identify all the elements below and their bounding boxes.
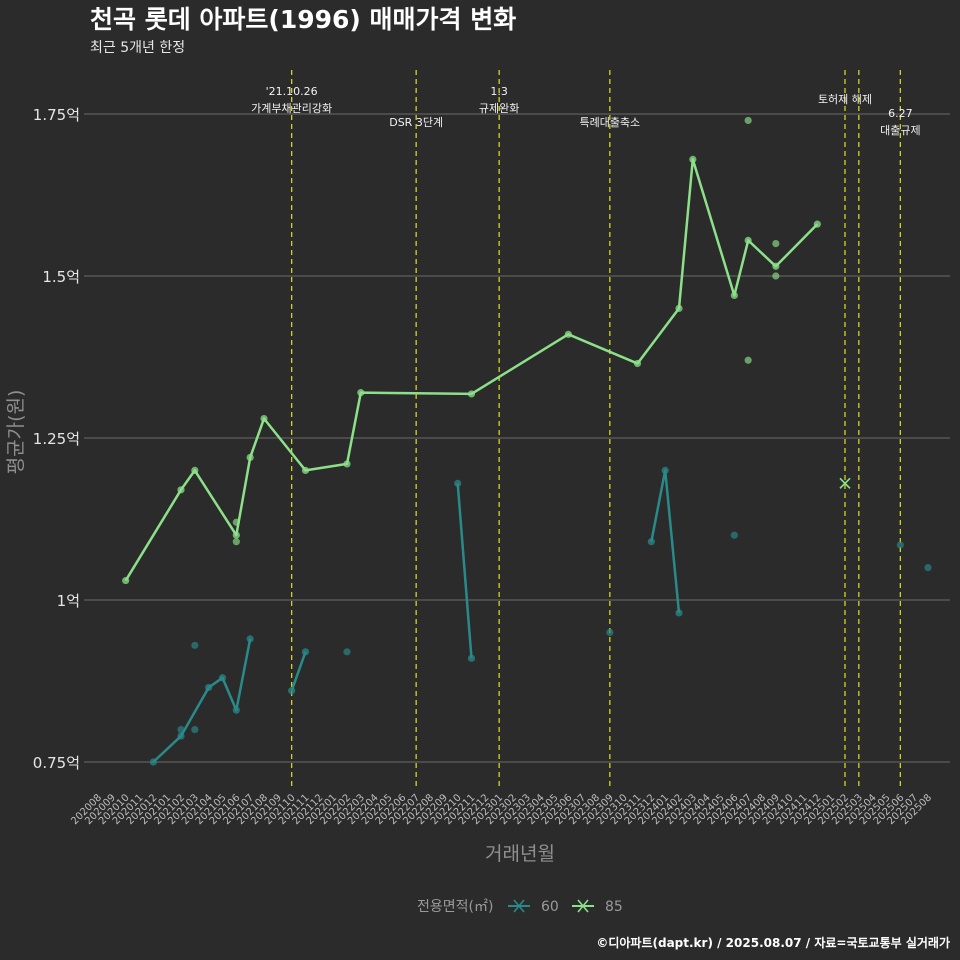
- y-tick-label: 1.25억: [33, 430, 80, 448]
- data-point-60: [647, 538, 655, 546]
- data-point-85: [467, 390, 476, 398]
- event-label: '21.10.26: [266, 85, 318, 98]
- data-point-60: [343, 648, 351, 656]
- data-point-85: [232, 518, 240, 526]
- data-point-60: [675, 609, 683, 617]
- data-point-85: [357, 389, 365, 397]
- y-tick-label: 1.5억: [42, 268, 80, 286]
- y-axis-ticks: 0.75억 1억 1.25억 1.5억 1.75억: [33, 106, 80, 772]
- data-point-85: [232, 531, 240, 539]
- data-point-85: [122, 576, 130, 585]
- data-point-85: [191, 466, 199, 474]
- data-point-60: [467, 654, 476, 662]
- data-point-60: [232, 706, 240, 714]
- legend-key-60: [513, 899, 525, 913]
- chart-title: 천곡 롯데 아파트(1996) 매매가격 변화: [90, 5, 516, 34]
- y-axis-title: 평균가(원): [5, 390, 27, 475]
- legend-title: 전용면적(㎡): [417, 899, 493, 915]
- data-point-85: [301, 466, 310, 474]
- cross-marker-85: [839, 477, 851, 489]
- data-point-60: [191, 726, 199, 734]
- grid-lines: [84, 113, 950, 763]
- data-point-85: [232, 538, 240, 546]
- x-axis-title: 거래년월: [485, 843, 555, 865]
- data-point-85: [772, 262, 780, 270]
- data-point-85: [689, 155, 697, 163]
- data-point-60: [149, 758, 157, 766]
- event-label: 6.27: [888, 107, 913, 120]
- data-point-60: [205, 683, 213, 692]
- data-point-60: [177, 726, 185, 734]
- data-point-85: [177, 486, 185, 494]
- data-point-85: [744, 116, 752, 125]
- y-tick-label: 0.75억: [33, 754, 80, 772]
- data-point-60: [301, 648, 310, 656]
- legend: 전용면적(㎡) 60 85: [417, 899, 623, 915]
- source-caption: ©디아파트(dapt.kr) / 2025.08.07 / 자료=국토교통부 실…: [596, 935, 950, 950]
- event-label: DSR 3단계: [389, 116, 443, 129]
- legend-label-85: 85: [605, 899, 623, 915]
- legend-keys: [508, 899, 594, 913]
- data-point-60: [661, 466, 669, 474]
- data-point-85: [675, 304, 683, 312]
- chart-subtitle: 최근 5개년 한정: [90, 40, 185, 56]
- data-point-85: [772, 272, 780, 280]
- data-point-85: [744, 236, 752, 244]
- legend-label-60: 60: [541, 899, 559, 915]
- data-point-85: [343, 460, 351, 468]
- y-tick-label: 1.75억: [33, 106, 80, 124]
- series-line-60: [152, 638, 252, 763]
- data-point-60: [218, 674, 227, 682]
- data-series: [122, 116, 932, 766]
- data-point-85: [246, 453, 254, 462]
- data-point-60: [191, 641, 199, 649]
- event-label: 1.3: [490, 85, 508, 98]
- data-point-60: [924, 564, 932, 572]
- data-point-85: [730, 291, 738, 300]
- series-line-60: [290, 651, 307, 692]
- data-point-60: [454, 479, 462, 487]
- event-label: 규제완화: [479, 102, 519, 115]
- data-point-85: [744, 356, 752, 364]
- data-point-60: [288, 687, 296, 695]
- data-point-85: [260, 414, 268, 423]
- legend-key-85: [577, 899, 589, 913]
- event-label: 토허제 해제: [818, 92, 872, 106]
- data-point-85: [813, 220, 821, 228]
- series-line-60: [456, 483, 473, 659]
- series-60: [149, 466, 932, 766]
- data-point-60: [896, 541, 904, 549]
- data-point-60: [177, 732, 185, 740]
- event-label: 가계부채관리강화: [251, 102, 332, 115]
- series-line-85: [124, 158, 819, 582]
- data-point-85: [564, 330, 572, 338]
- data-point-60: [606, 628, 614, 637]
- event-label: 특례대출축소: [579, 116, 640, 129]
- y-tick-label: 1억: [57, 592, 80, 610]
- series-85: [122, 116, 851, 585]
- event-label: 대출규제: [880, 124, 920, 137]
- data-point-60: [246, 635, 254, 643]
- data-point-60: [730, 531, 738, 539]
- data-point-85: [633, 359, 642, 368]
- data-point-85: [772, 240, 780, 248]
